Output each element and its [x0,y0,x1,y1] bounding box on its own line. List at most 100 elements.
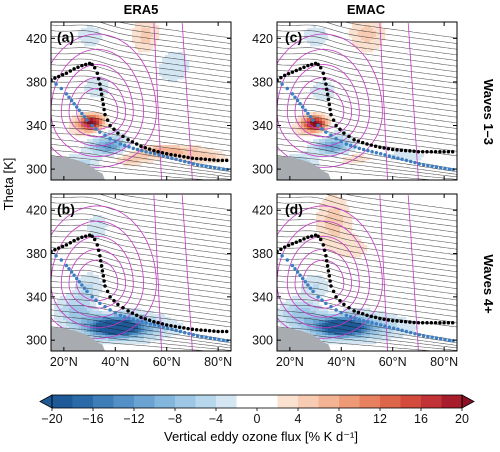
heatmap-cell [349,326,353,330]
heatmap-cell [75,305,79,309]
heatmap-cell [358,43,362,47]
heatmap-cell [66,293,70,297]
heatmap-cell [180,76,184,80]
heatmap-cell [174,320,178,324]
isentrope-contour [51,104,231,129]
heatmap-cell [54,311,58,315]
heatmap-cell [331,230,335,234]
heatmap-cell [90,221,94,225]
heatmap-cell [222,157,226,161]
heatmap-cell [87,296,91,300]
black-dotted-line-point [420,149,425,154]
heatmap-cell [84,40,88,44]
heatmap-cell [313,91,317,95]
heatmap-cell [355,43,359,47]
heatmap-cell [144,37,148,41]
heatmap-cell [316,317,320,321]
heatmap-cell [301,124,305,128]
heatmap-cell [99,34,103,38]
blue-dotted-line-point [108,308,112,312]
panel-frame [50,21,232,181]
heatmap-cell [156,28,160,32]
heatmap-cell [105,121,109,125]
black-dotted-line-point [316,234,320,238]
heatmap-cell [364,31,368,35]
heatmap-cell [376,314,380,318]
blue-dotted-line-point [140,320,144,324]
heatmap-cell [90,115,94,119]
panel-letter-a: (a) [57,29,74,45]
black-dotted-line-point [130,140,135,144]
heatmap-cell [153,317,157,321]
heatmap-cell [99,148,103,152]
heatmap-cell [78,34,82,38]
blue-dotted-line-point [300,105,305,109]
heatmap-cell [93,275,97,279]
heatmap-cell [93,323,97,327]
heatmap-cell [132,31,136,35]
blue-dotted-line-point [90,123,94,128]
heatmap-cell [66,308,70,312]
heatmap-cell [322,112,326,116]
heatmap-cell [295,308,299,312]
heatmap-cell [105,139,109,143]
heatmap-cell [81,118,85,122]
black-dotted-line-point [182,155,186,159]
heatmap-cell [171,332,175,336]
heatmap-cell [313,275,317,279]
heatmap-cell [99,151,103,155]
heatmap-cell [322,317,326,321]
heatmap-cell [325,200,329,204]
heatmap-cell [129,157,133,161]
heatmap-cell [295,323,299,327]
heatmap-cell [361,332,365,336]
black-dotted-line-point [373,144,378,148]
black-dotted-line-point [442,149,446,154]
heatmap-cell [105,142,109,146]
heatmap-cell [78,314,82,318]
heatmap-cell [316,121,320,125]
heatmap-cell [337,248,341,252]
heatmap-cell [57,317,61,321]
heatmap-cell [81,323,85,327]
heatmap-cell [66,320,70,324]
heatmap-cell [90,118,94,122]
heatmap-cell [141,28,145,32]
heatmap-cell [319,230,323,234]
heatmap-cell [99,227,103,231]
black-dotted-line-point [420,321,425,325]
heatmap-cell [93,302,97,306]
black-dotted-line-point [90,234,94,238]
heatmap-cell [87,34,91,38]
heatmap-cell [355,236,359,240]
heatmap-cell [120,151,124,155]
heatmap-cell [322,151,326,155]
heatmap-cell [177,151,181,155]
heatmap-cell [322,154,326,158]
heatmap-cell [310,43,314,47]
heatmap-cell [346,218,350,222]
heatmap-cell [126,320,130,324]
heatmap-cell [298,133,302,137]
blue-dotted-line-point [344,142,349,146]
heatmap-cell [340,148,344,152]
heatmap-cell [138,154,142,158]
black-dotted-line-point [216,158,220,163]
heatmap-cell [316,332,320,336]
isentrope-contour [98,194,231,216]
heatmap-cell [313,28,317,32]
heatmap-cell [225,157,229,161]
heatmap-cell [69,317,73,321]
heatmap-cell [171,61,175,65]
heatmap-cell [57,305,61,309]
colorbar-segment [72,395,93,408]
heatmap-cell [87,227,91,231]
heatmap-cell [84,275,88,279]
heatmap-cell [361,28,365,32]
heatmap-cell [150,34,154,38]
heatmap-cell [397,326,401,330]
heatmap-cell [313,314,317,318]
heatmap-cell [108,335,112,339]
heatmap-cell [135,37,139,41]
isentrope-contour [343,194,457,211]
